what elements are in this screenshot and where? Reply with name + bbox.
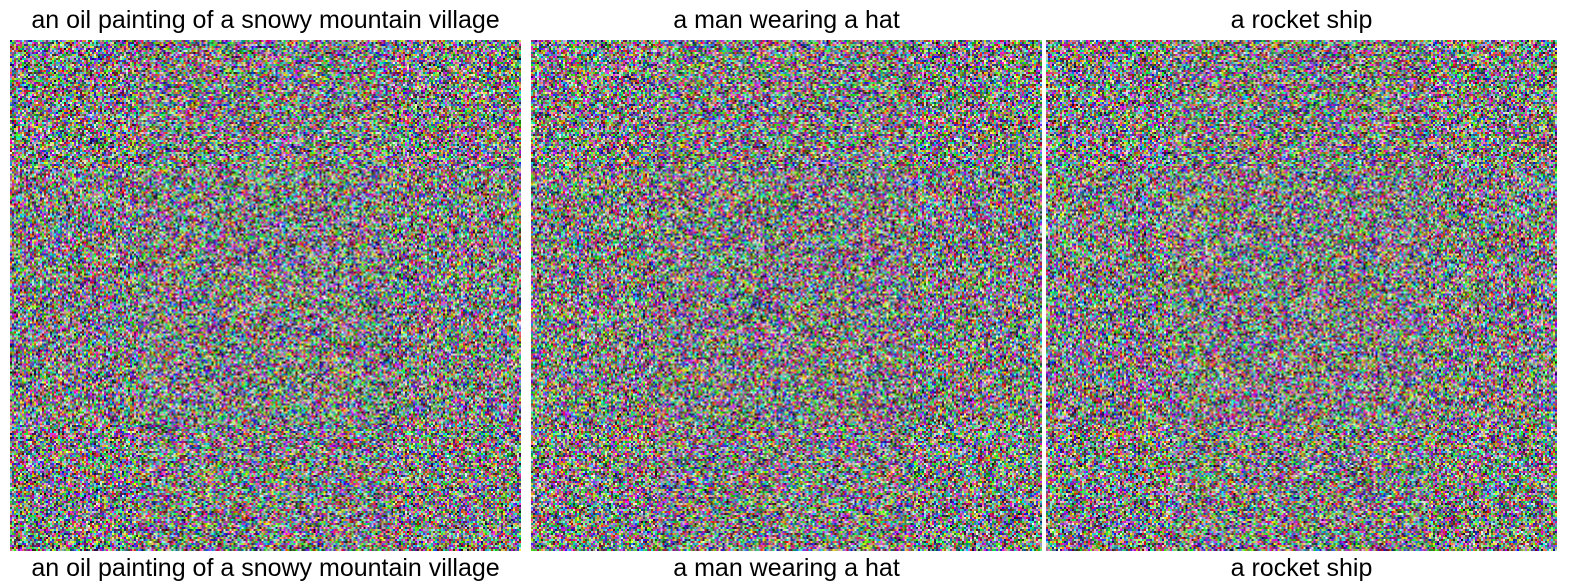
panel-1: an oil painting of a snowy mountain vill… xyxy=(10,0,521,582)
panel-title: an oil painting of a snowy mountain vill… xyxy=(31,6,500,34)
noise-image xyxy=(531,40,1042,551)
panel-caption: an oil painting of a snowy mountain vill… xyxy=(31,554,500,582)
panel-caption: a rocket ship xyxy=(1230,554,1373,582)
noise-image xyxy=(1046,40,1557,551)
panel-caption: a man wearing a hat xyxy=(673,554,900,582)
panel-3: a rocket ship a rocket ship xyxy=(1046,0,1557,582)
noise-image xyxy=(10,40,521,551)
panel-title: a man wearing a hat xyxy=(673,6,900,34)
panel-title: a rocket ship xyxy=(1230,6,1373,34)
panel-2: a man wearing a hat a man wearing a hat xyxy=(531,0,1042,582)
